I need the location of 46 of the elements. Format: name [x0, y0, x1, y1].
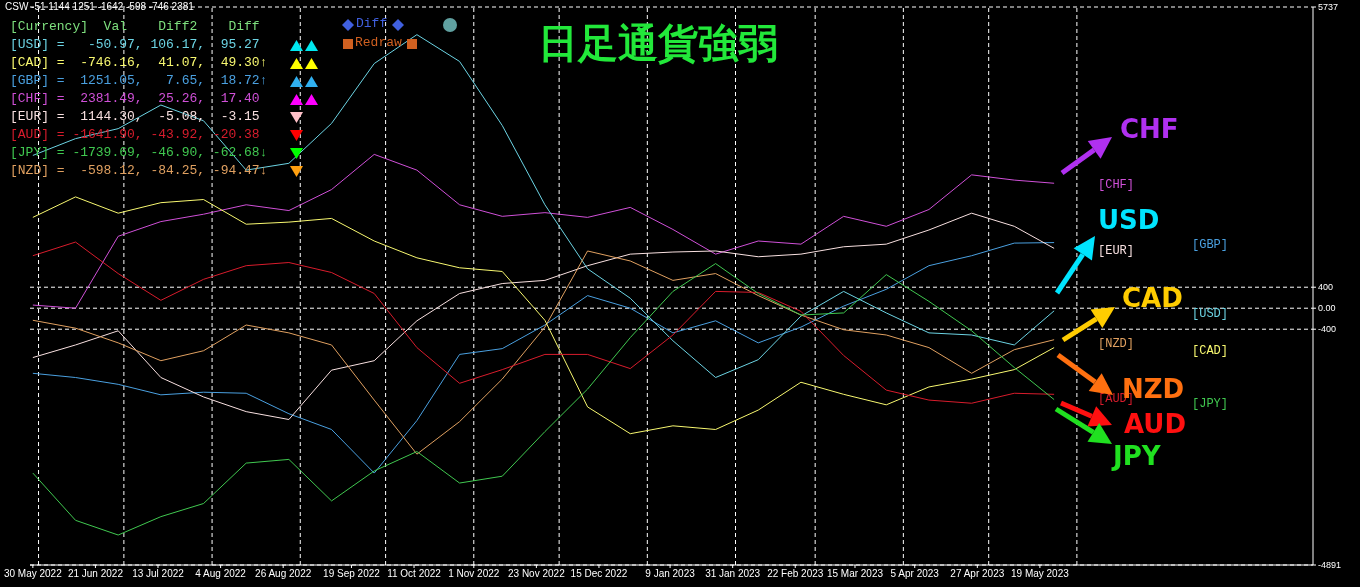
- annotation: [CAD] = -746.16, 41.07, 49.30↑: [10, 54, 268, 72]
- annotation: [Currency] Val Diff2 Diff: [10, 18, 260, 36]
- x-tick-label: 23 Nov 2022: [508, 568, 566, 580]
- annotation: Redraw: [355, 35, 402, 50]
- annotation: JPY: [1113, 441, 1161, 471]
- annotation: AUD: [1124, 409, 1187, 439]
- x-tick-label: 26 Aug 2022: [255, 568, 312, 580]
- y-tick-label: 0.00: [1318, 303, 1336, 314]
- annotation: Diff: [356, 16, 388, 31]
- line-series: [32, 263, 1055, 536]
- x-tick-label: 4 Aug 2022: [195, 568, 247, 580]
- text: [NZD]: [1098, 337, 1135, 351]
- x-tick-label: 22 Feb 2023: [767, 568, 824, 580]
- y-tick-label: -400: [1318, 324, 1337, 335]
- x-tick-label: 15 Mar 2023: [826, 568, 884, 580]
- annotation: [CHF] = 2381.49, 25.26, 17.40: [10, 90, 260, 108]
- x-tick-label: 15 Dec 2022: [570, 568, 628, 580]
- x-tick-label: 9 Jan 2023: [645, 568, 696, 580]
- x-tick-label: 31 Jan 2023: [705, 568, 761, 580]
- x-tick-label: 30 May 2022: [3, 568, 63, 580]
- text: [USD]: [1192, 307, 1229, 321]
- chart-title: 日足通貨強弱: [538, 19, 778, 68]
- x-tick-label: 19 Sep 2022: [323, 568, 381, 580]
- text: [CAD]: [1192, 344, 1229, 358]
- x-tick-label: 19 May 2023: [1010, 568, 1070, 580]
- x-tick-label: 11 Oct 2022: [387, 568, 442, 580]
- text: [JPY]: [1192, 397, 1229, 411]
- y-tick-label: 5737: [1318, 2, 1339, 13]
- y-tick-label: 400: [1318, 282, 1334, 293]
- x-tick-label: 13 Jul 2022: [132, 568, 185, 580]
- line-series: [32, 241, 1055, 404]
- annotation: CAD: [1122, 283, 1183, 313]
- x-tick-label: 21 Jun 2022: [67, 568, 124, 580]
- text: [GBP]: [1192, 238, 1229, 252]
- text: [EUR]: [1098, 244, 1135, 258]
- annotation: USD: [1098, 205, 1160, 235]
- text: [CHF]: [1098, 178, 1135, 192]
- annotation: CSW -51 1144 1251 -1642 -598 -746 2381: [5, 1, 194, 12]
- x-tick-label: 1 Nov 2022: [448, 568, 500, 580]
- y-tick-label: -4891: [1318, 560, 1342, 571]
- annotation: [NZD] = -598.12, -84.25, -94.47↓: [10, 162, 268, 180]
- annotation: CHF: [1120, 114, 1179, 144]
- annotation: [GBP] = 1251.05, 7.65, 18.72↑: [10, 72, 268, 90]
- x-tick-label: 27 Apr 2023: [950, 568, 1005, 580]
- x-tick-label: 5 Apr 2023: [890, 568, 940, 580]
- annotation: [USD] = -50.97, 106.17, 95.27: [10, 36, 260, 54]
